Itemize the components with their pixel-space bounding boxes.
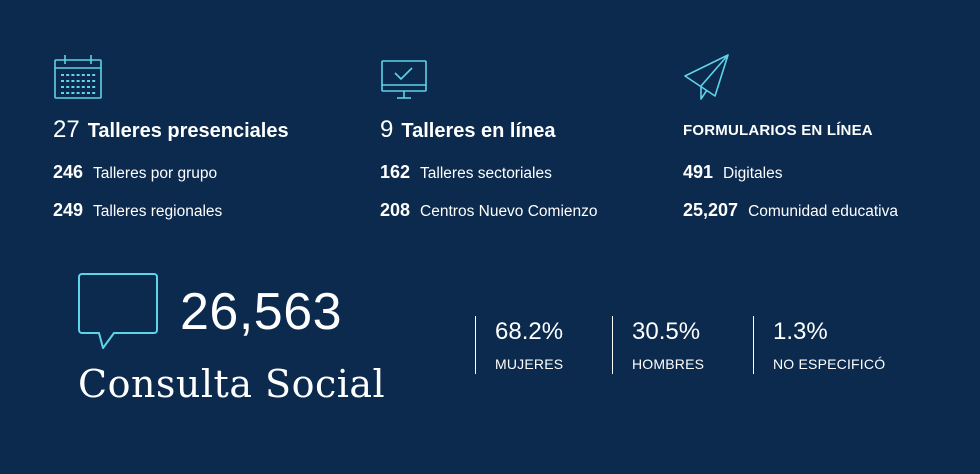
monitor-check-icon	[381, 60, 427, 99]
stat-hombres: 30.5% HOMBRES	[612, 316, 704, 374]
stat-percentage: 1.3%	[773, 318, 828, 345]
consulta-title: Consulta Social	[78, 362, 386, 406]
row-label: Centros Nuevo Comienzo	[420, 203, 598, 220]
presenciales-row-1: 246 Talleres por grupo	[53, 162, 217, 183]
row-label: Talleres sectoriales	[420, 165, 552, 182]
stat-label: HOMBRES	[632, 356, 705, 372]
presenciales-section: 27 Talleres presenciales 246 Talleres por …	[53, 52, 289, 220]
en-linea-row-2: 208 Centros Nuevo Comienzo	[380, 200, 598, 221]
paper-plane-icon	[684, 54, 729, 100]
en-linea-count: 9	[380, 116, 394, 143]
presenciales-row-2: 249 Talleres regionales	[53, 200, 222, 221]
en-linea-section: 9 Talleres en línea 162 Talleres sectorial…	[380, 52, 598, 220]
en-linea-label: Talleres en línea	[401, 120, 556, 142]
presenciales-heading: 27 Talleres presenciales	[53, 116, 289, 144]
calendar-icon	[54, 55, 102, 99]
row-label: Digitales	[723, 165, 783, 182]
presenciales-count: 27	[53, 116, 80, 143]
row-number: 246	[53, 162, 84, 182]
formularios-row-1: 491 Digitales	[683, 162, 783, 183]
en-linea-row-1: 162 Talleres sectoriales	[380, 162, 552, 183]
stat-mujeres: 68.2% MUJERES	[475, 316, 563, 374]
row-number: 25,207	[683, 200, 739, 220]
row-label: Comunidad educativa	[748, 203, 898, 220]
stat-label: MUJERES	[495, 356, 564, 372]
stat-percentage: 68.2%	[495, 318, 564, 345]
en-linea-heading: 9 Talleres en línea	[380, 116, 556, 144]
formularios-label: FORMULARIOS EN LÍNEA	[683, 122, 873, 139]
formularios-heading: FORMULARIOS EN LÍNEA	[683, 122, 873, 140]
stat-label: NO ESPECIFICÓ	[773, 356, 886, 372]
formularios-section: FORMULARIOS EN LÍNEA 491 Digitales 25,207…	[683, 52, 898, 220]
formularios-row-2: 25,207 Comunidad educativa	[683, 200, 898, 221]
row-number: 491	[683, 162, 714, 182]
row-number: 208	[380, 200, 411, 220]
consulta-total: 26,563	[180, 283, 343, 341]
row-number: 162	[380, 162, 411, 182]
speech-bubble-icon	[78, 273, 158, 349]
row-number: 249	[53, 200, 84, 220]
stat-percentage: 30.5%	[632, 318, 701, 345]
stat-no-especifico: 1.3% NO ESPECIFICÓ	[753, 316, 885, 374]
row-label: Talleres por grupo	[93, 165, 218, 182]
presenciales-label: Talleres presenciales	[87, 120, 289, 142]
row-label: Talleres regionales	[93, 203, 223, 220]
